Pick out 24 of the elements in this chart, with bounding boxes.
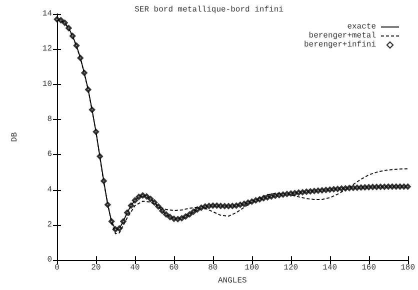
chart-title: SER bord metallique-bord infini	[134, 6, 284, 14]
y-axis-title: DB	[10, 132, 20, 142]
y-tick-label: 12	[42, 44, 52, 54]
y-tick-label: 8	[47, 114, 52, 124]
y-tick-label: 14	[42, 10, 52, 18]
y-tick-label: 10	[42, 80, 52, 89]
x-tick-label: 20	[91, 264, 101, 273]
x-tick-label: 100	[244, 264, 260, 273]
y-tick-label: 0	[47, 256, 52, 265]
y-tick-label: 4	[47, 185, 52, 194]
y-tick-label: 2	[47, 220, 52, 230]
x-tick-label: 80	[208, 264, 218, 273]
x-tick-label: 160	[362, 264, 376, 273]
x-tick-label: 0	[54, 264, 60, 273]
x-axis-title: ANGLES	[218, 276, 247, 286]
legend-label: berenger+infini	[304, 40, 376, 50]
x-tick-label: 180	[400, 264, 416, 273]
x-tick-label: 140	[322, 264, 338, 273]
legend-label: exacte	[347, 22, 376, 32]
legend-label: berenger+metal	[308, 32, 376, 40]
x-tick-label: 60	[169, 264, 179, 273]
y-tick-label: 6	[47, 150, 52, 160]
x-tick-label: 40	[130, 264, 140, 273]
x-tick-label: 120	[284, 264, 298, 273]
